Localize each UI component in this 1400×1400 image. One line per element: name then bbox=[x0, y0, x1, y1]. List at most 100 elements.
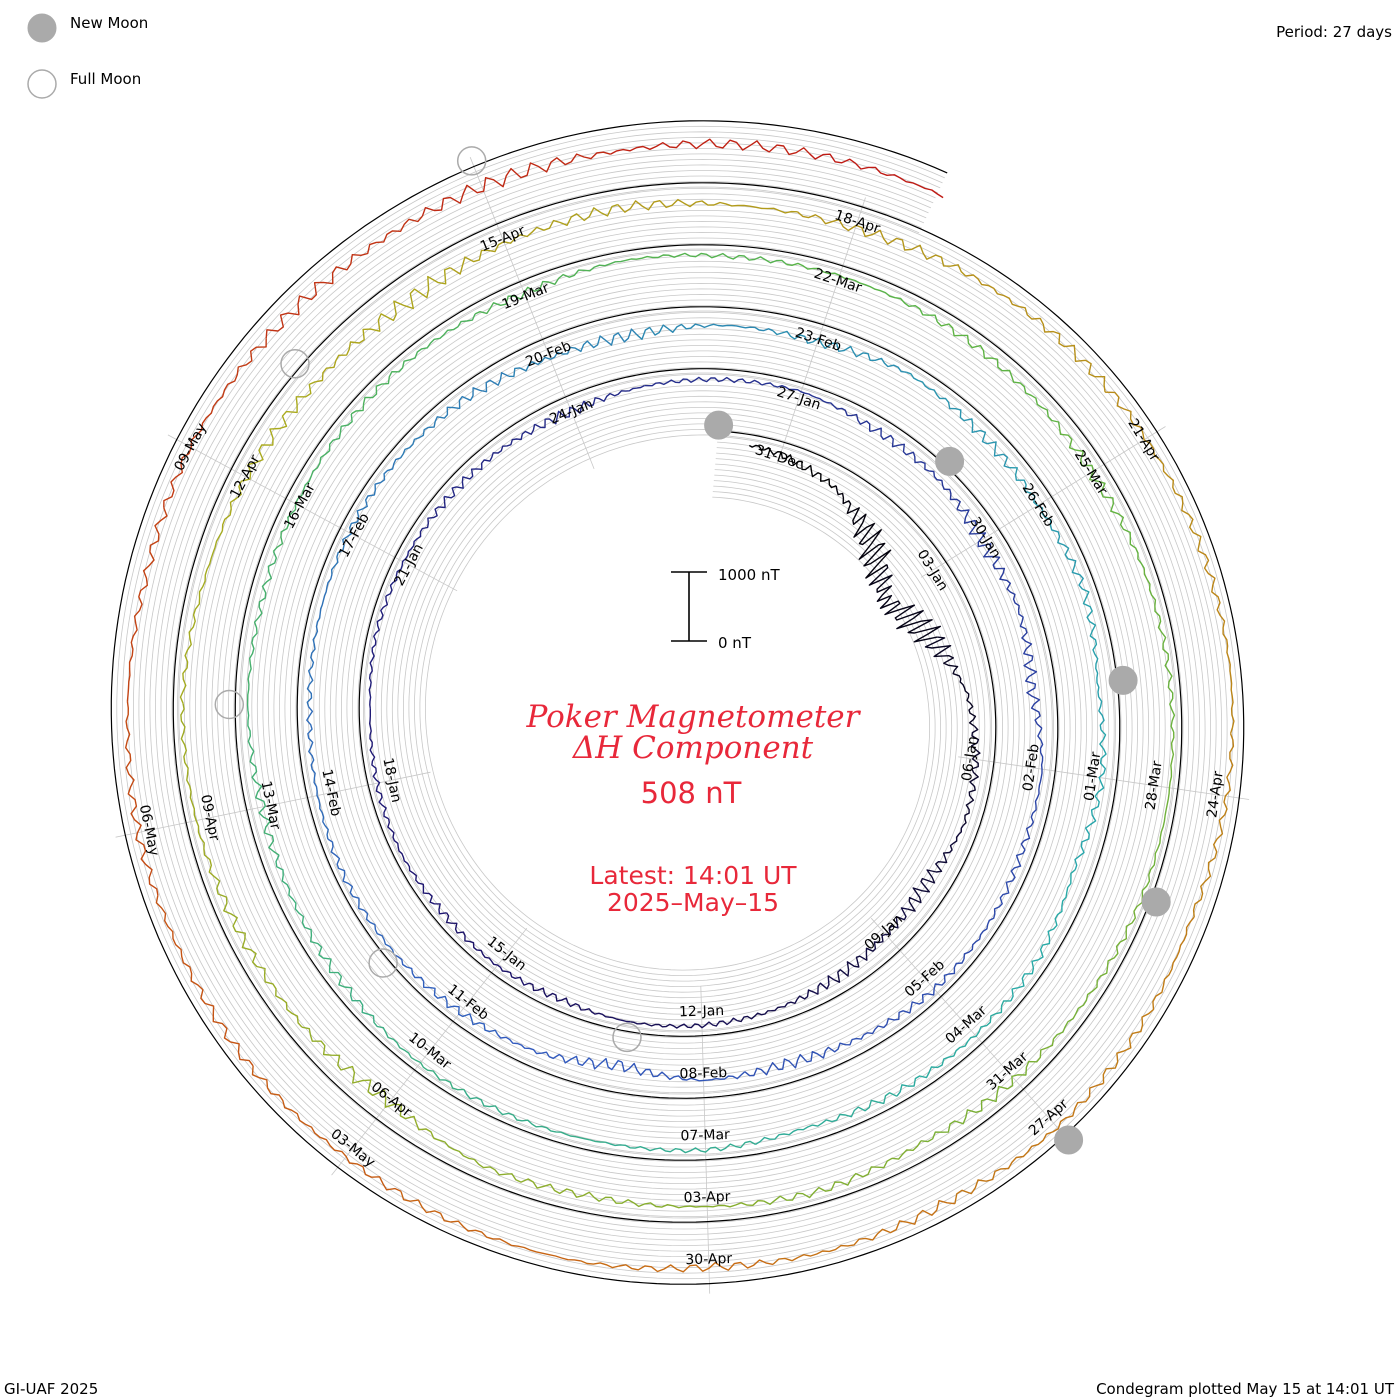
date-label: 06-May bbox=[136, 803, 162, 857]
data-trace-segment bbox=[868, 564, 941, 643]
full-moon-icon bbox=[27, 69, 57, 99]
date-label: 06-Apr bbox=[368, 1079, 415, 1121]
current-value: 508 nT bbox=[641, 776, 742, 810]
data-trace-segment bbox=[306, 706, 329, 840]
moon-markers bbox=[214, 146, 1171, 1155]
data-trace-segment bbox=[180, 703, 215, 878]
radial-spoke bbox=[958, 756, 1250, 800]
data-trace-segment bbox=[246, 551, 277, 706]
data-trace-segment bbox=[963, 849, 1026, 960]
grid-ring bbox=[116, 125, 1239, 1280]
baseline-spiral-path bbox=[110, 120, 1245, 1285]
data-trace-segment bbox=[463, 1089, 606, 1143]
data-trace-segment bbox=[449, 203, 619, 275]
data-trace-segment bbox=[246, 704, 280, 856]
grid-ring bbox=[155, 164, 1201, 1241]
grid-ring bbox=[166, 175, 1189, 1230]
data-trace-segment bbox=[1017, 610, 1043, 729]
grid-ring bbox=[171, 181, 1184, 1224]
data-trace-segment bbox=[474, 259, 627, 315]
date-label: 21-Jan bbox=[391, 541, 427, 588]
date-label: 10-Mar bbox=[405, 1030, 454, 1073]
data-trace-segment bbox=[748, 444, 837, 489]
full-moon-marker bbox=[368, 948, 398, 978]
data-trace-segment bbox=[443, 424, 536, 499]
data-trace-segment bbox=[421, 151, 611, 217]
grid-ring bbox=[122, 131, 1234, 1274]
date-label: 24-Apr bbox=[1204, 770, 1227, 819]
data-trace-segment bbox=[625, 252, 788, 266]
data-trace-segment bbox=[869, 427, 961, 510]
new-moon-icon bbox=[27, 13, 57, 43]
radial-spoke bbox=[700, 985, 711, 1294]
new-moon-marker bbox=[1141, 887, 1171, 917]
date-label: 09-Jan bbox=[862, 911, 906, 953]
radial-spoke bbox=[776, 197, 866, 464]
chart-title-line2: ΔH Component bbox=[572, 730, 814, 766]
data-trace-segment bbox=[906, 371, 1010, 469]
data-trace-segment bbox=[508, 328, 638, 378]
date-label: 03-Jan bbox=[914, 547, 951, 594]
radial-spoke bbox=[115, 771, 431, 838]
date-label: 18-Apr bbox=[833, 207, 883, 237]
data-trace-segment bbox=[125, 701, 159, 896]
data-trace-segment bbox=[835, 485, 892, 579]
data-trace-segment bbox=[179, 530, 224, 704]
data-trace-segment bbox=[1010, 869, 1076, 1002]
period-label: Period: 27 days bbox=[1276, 23, 1392, 41]
data-trace-segment bbox=[962, 725, 981, 826]
data-trace-segment bbox=[1105, 391, 1202, 551]
data-trace-segment bbox=[221, 381, 316, 532]
grid-rings bbox=[116, 125, 1239, 1280]
legend-full-moon-label: Full Moon bbox=[70, 70, 141, 88]
data-trace-segment bbox=[1143, 568, 1176, 733]
data-trace-segment bbox=[617, 198, 798, 214]
full-moon-marker bbox=[456, 146, 487, 176]
data-trace-segment bbox=[644, 376, 763, 387]
data-trace-segment bbox=[368, 595, 388, 709]
grid-ring bbox=[133, 142, 1222, 1263]
full-moon-marker bbox=[214, 689, 245, 720]
data-trace-segment bbox=[1074, 729, 1107, 871]
data-trace-segment bbox=[786, 262, 938, 323]
data-trace-segment bbox=[763, 1140, 922, 1205]
data-trace-segment bbox=[1009, 467, 1084, 590]
data-trace-segment bbox=[755, 1092, 898, 1145]
chart-title-line1: Poker Magnetometer bbox=[526, 699, 862, 735]
data-trace-segment bbox=[315, 267, 451, 383]
data-trace-segment bbox=[387, 818, 447, 915]
data-trace-segment bbox=[1102, 916, 1195, 1084]
data-trace-segment bbox=[1058, 428, 1145, 569]
radial-spoke bbox=[469, 157, 595, 470]
data-traces bbox=[125, 138, 1235, 1273]
date-label: 02-Feb bbox=[1020, 743, 1043, 793]
data-trace-segment bbox=[965, 274, 1106, 393]
data-trace-segment bbox=[1052, 896, 1144, 1040]
date-label: 03-Apr bbox=[683, 1189, 730, 1206]
data-trace-segment bbox=[761, 382, 871, 432]
date-label: 11-Feb bbox=[444, 982, 491, 1024]
radial-spoke bbox=[167, 434, 458, 592]
data-trace-segment bbox=[924, 636, 977, 727]
date-label: 07-Mar bbox=[680, 1127, 730, 1144]
grid-ring bbox=[144, 153, 1211, 1252]
latest-date: 2025–May–15 bbox=[607, 888, 779, 917]
footer-plotted: Condegram plotted May 15 at 14:01 UT bbox=[1096, 1380, 1395, 1398]
date-label: 12-Jan bbox=[679, 1003, 725, 1020]
new-moon-marker bbox=[1108, 665, 1138, 695]
data-trace-segment bbox=[621, 1061, 746, 1082]
radial-spokes bbox=[115, 157, 1250, 1294]
data-trace-segment bbox=[772, 1200, 955, 1265]
data-trace-segment bbox=[534, 384, 645, 429]
data-trace-segment bbox=[155, 895, 254, 1067]
data-trace-segment bbox=[433, 1137, 595, 1198]
data-trace-segment bbox=[126, 507, 168, 702]
date-label: 30-Apr bbox=[685, 1251, 732, 1268]
data-trace-segment bbox=[331, 457, 401, 575]
data-trace-segment bbox=[907, 824, 964, 912]
radial-spoke bbox=[331, 927, 528, 1176]
data-trace-segment bbox=[369, 708, 390, 820]
data-trace-segment bbox=[445, 912, 530, 986]
data-trace-segment bbox=[265, 215, 423, 339]
